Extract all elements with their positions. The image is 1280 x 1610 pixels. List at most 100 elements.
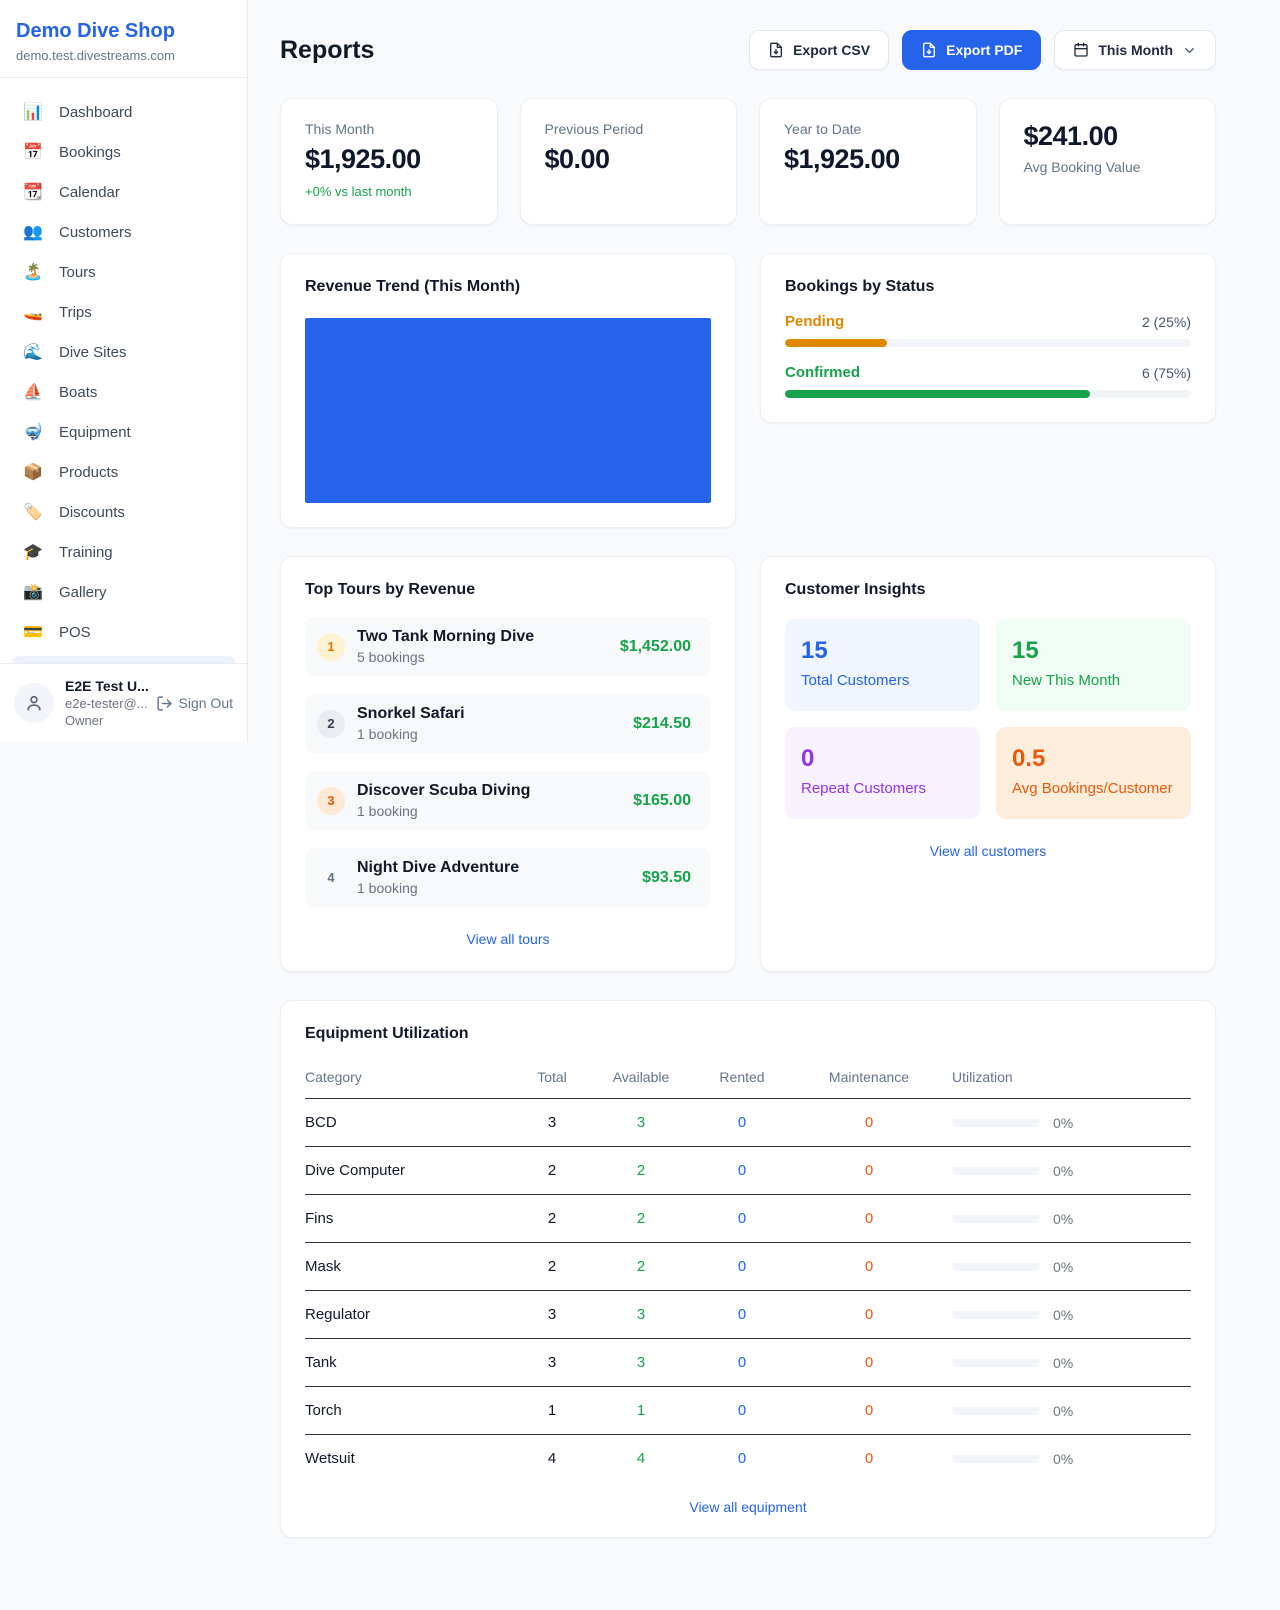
utilization-percent: 0%: [1053, 1210, 1074, 1227]
tour-amount: $165.00: [633, 791, 691, 809]
export-csv-button[interactable]: Export CSV: [749, 30, 890, 70]
sidebar-item-label: Training: [59, 543, 113, 561]
sidebar-item-calendar[interactable]: 📆 Calendar: [12, 172, 235, 212]
view-all-equipment-link[interactable]: View all equipment: [689, 1499, 807, 1515]
utilization-bar: [952, 1118, 1040, 1127]
column-header: Total: [520, 1059, 584, 1099]
user-name: E2E Test U...: [65, 678, 149, 694]
sidebar-item-tours[interactable]: 🏝️ Tours: [12, 252, 235, 292]
sidebar-nav: 📊 Dashboard 📅 Bookings 📆 Calendar 👥 Customer…: [0, 78, 247, 656]
tour-row: 3 Discover Scuba Diving 1 booking $165.0…: [305, 771, 711, 830]
sidebar-item-training[interactable]: 🎓 Training: [12, 532, 235, 572]
view-all-tours-link[interactable]: View all tours: [466, 931, 550, 947]
shop-name: Demo Dive Shop: [16, 20, 175, 42]
tour-name: Two Tank Morning Dive: [357, 628, 535, 645]
sidebar-item-customers[interactable]: 👥 Customers: [12, 212, 235, 252]
sidebar-item-label: Equipment: [59, 423, 131, 441]
sidebar-item-equipment[interactable]: 🤿 Equipment: [12, 412, 235, 452]
equipment-available: 2: [584, 1194, 698, 1243]
stat-delta: +0% vs last month: [305, 184, 412, 199]
utilization-percent: 0%: [1053, 1114, 1074, 1131]
panel-title: Equipment Utilization: [305, 1025, 469, 1042]
package-icon: 📦: [23, 464, 43, 481]
sign-out-button[interactable]: Sign Out: [156, 695, 233, 712]
equipment-rented: 0: [698, 1098, 786, 1147]
utilization-percent: 0%: [1053, 1402, 1074, 1419]
rank-badge: 4: [327, 870, 335, 885]
utilization-percent: 0%: [1053, 1306, 1074, 1323]
tour-row: 1 Two Tank Morning Dive 5 bookings $1,45…: [305, 617, 711, 676]
equipment-maintenance: 0: [786, 1386, 952, 1435]
insight-tile-total-customers: 15 Total Customers: [785, 619, 980, 711]
bookings-by-status-panel: Bookings by Status Pending 2 (25%) Confi…: [760, 253, 1216, 423]
page-header: Reports Export CSV Export PDF This Month: [280, 30, 1216, 70]
tour-amount: $1,452.00: [619, 637, 691, 655]
sidebar-item-label: Customers: [59, 223, 132, 241]
status-count: 6 (75%): [1141, 364, 1191, 381]
sidebar-item-label: Boats: [59, 383, 98, 401]
utilization-bar: [952, 1166, 1040, 1175]
equipment-rented: 0: [698, 1242, 786, 1291]
sidebar-item-pos[interactable]: 💳 POS: [12, 612, 235, 652]
table-row: Torch 1 1 0 0 0%: [305, 1386, 1191, 1435]
sidebar-item-discounts[interactable]: 🏷️ Discounts: [12, 492, 235, 532]
sidebar-item-dashboard[interactable]: 📊 Dashboard: [12, 92, 235, 132]
sign-out-label: Sign Out: [178, 695, 233, 711]
sidebar-item-products[interactable]: 📦 Products: [12, 452, 235, 492]
equipment-total: 1: [520, 1386, 584, 1435]
column-header: Maintenance: [786, 1059, 952, 1099]
panel-title: Top Tours by Revenue: [305, 581, 476, 598]
equipment-total: 4: [547, 1450, 557, 1467]
column-header: Category: [305, 1059, 520, 1099]
top-tours-panel: Top Tours by Revenue 1 Two Tank Morning …: [280, 556, 736, 972]
user-email: e2e-tester@...: [65, 696, 148, 711]
view-all-customers-link[interactable]: View all customers: [929, 843, 1047, 859]
insights-row: Top Tours by Revenue 1 Two Tank Morning …: [280, 556, 1216, 972]
sidebar-item-bookings[interactable]: 📅 Bookings: [12, 132, 235, 172]
sidebar-item-label: Gallery: [59, 583, 107, 601]
equipment-category: Wetsuit: [305, 1450, 355, 1467]
insight-value: 15: [1012, 637, 1039, 664]
equipment-table: Category Total Available Rented Maintena…: [305, 1059, 1191, 1475]
sidebar-item-label: POS: [59, 623, 91, 641]
tour-name: Night Dive Adventure: [357, 859, 520, 876]
stat-cards: This Month $1,925.00 +0% vs last month P…: [280, 98, 1216, 225]
sidebar-item-label: Bookings: [59, 143, 121, 161]
period-select[interactable]: This Month: [1054, 30, 1216, 70]
person-icon: [27, 695, 41, 711]
equipment-rented: 0: [698, 1146, 786, 1195]
rank-badge: 1: [317, 632, 345, 661]
users-icon: 👥: [23, 224, 43, 241]
brand-block: Demo Dive Shop demo.test.divestreams.com: [0, 0, 247, 78]
shop-domain: demo.test.divestreams.com: [16, 48, 175, 63]
revenue-trend-panel: Revenue Trend (This Month): [280, 253, 736, 528]
wave-icon: 🌊: [23, 344, 43, 361]
sidebar-item-dive-sites[interactable]: 🌊 Dive Sites: [12, 332, 235, 372]
charts-row: Revenue Trend (This Month) Bookings by S…: [280, 253, 1216, 528]
tour-bookings: 1 booking: [357, 880, 418, 896]
insight-tile-avg-bookings: 0.5 Avg Bookings/Customer: [996, 727, 1191, 819]
sidebar-item-label: Dive Sites: [59, 343, 127, 361]
revenue-trend-chart: [305, 318, 711, 503]
equipment-rented: 0: [698, 1338, 786, 1387]
equipment-rented: 0: [698, 1194, 786, 1243]
equipment-rented: 0: [737, 1450, 747, 1467]
sidebar-item-trips[interactable]: 🚤 Trips: [12, 292, 235, 332]
calendar-date-icon: 📅: [23, 144, 43, 161]
status-label: Confirmed: [785, 364, 860, 381]
column-header: Rented: [698, 1059, 786, 1099]
export-pdf-button[interactable]: Export PDF: [902, 30, 1042, 70]
sidebar-item-boats[interactable]: ⛵ Boats: [12, 372, 235, 412]
avatar: [14, 683, 54, 723]
island-icon: 🏝️: [23, 264, 43, 281]
insight-tile-repeat-customers: 0 Repeat Customers: [785, 727, 980, 819]
table-row: Regulator 3 3 0 0 0%: [305, 1290, 1191, 1339]
insight-label: Avg Bookings/Customer: [1012, 780, 1173, 797]
tour-name: Snorkel Safari: [357, 705, 465, 722]
table-row: Dive Computer 2 2 0 0 0%: [305, 1146, 1191, 1195]
dive-mask-icon: 🤿: [23, 424, 43, 441]
sidebar-item-reports-highlight[interactable]: [12, 656, 235, 663]
file-download-icon: [923, 42, 936, 58]
panel-title: Revenue Trend (This Month): [305, 278, 521, 295]
sidebar-item-gallery[interactable]: 📸 Gallery: [12, 572, 235, 612]
